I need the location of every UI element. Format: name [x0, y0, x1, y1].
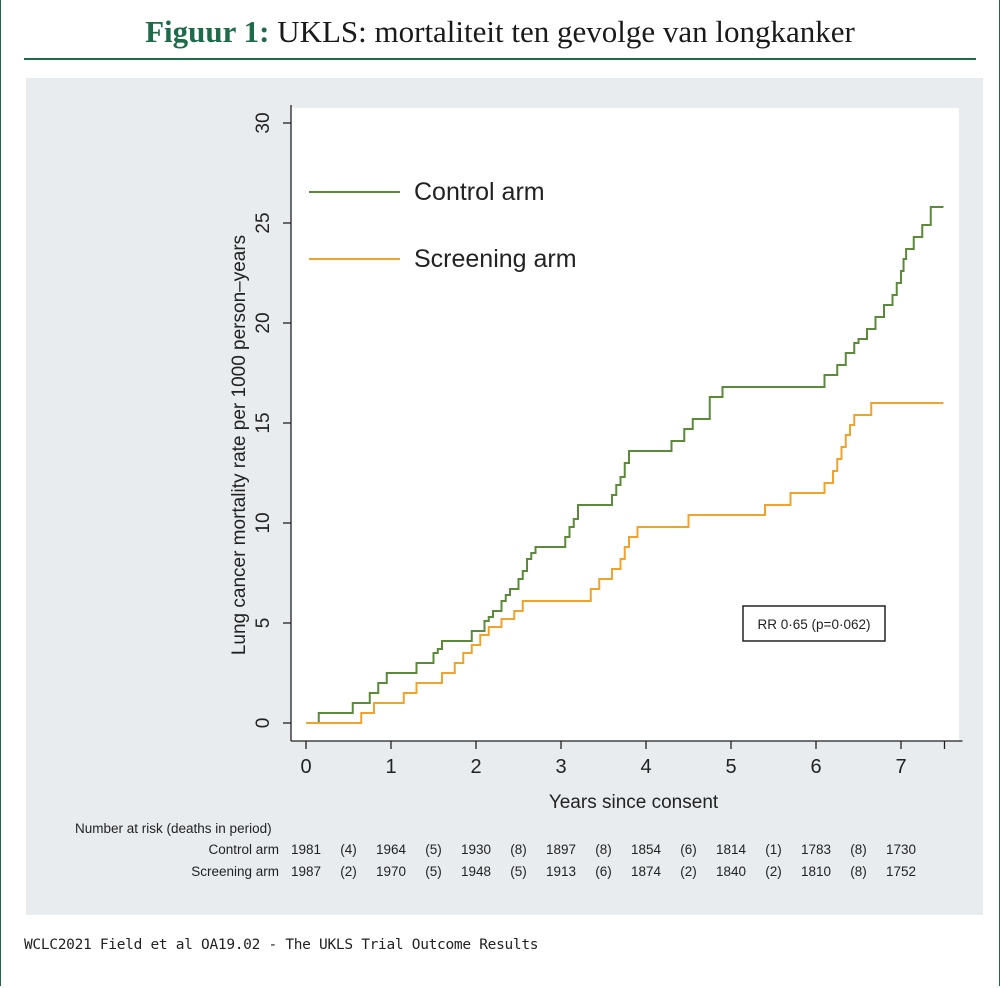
title-divider	[24, 58, 976, 60]
control-arm-series-line	[306, 206, 944, 724]
at-risk-count: 1730	[886, 842, 916, 857]
figure-title: Figuur 1: UKLS: mortaliteit ten gevolge …	[0, 14, 1000, 50]
at-risk-count: 1840	[716, 864, 746, 879]
at-risk-row-label: Control arm	[208, 842, 279, 857]
x-tick-label: 1	[385, 756, 396, 778]
at-risk-deaths: (5)	[425, 842, 442, 857]
at-risk-count: 1783	[801, 842, 831, 857]
y-tick-label: 5	[253, 618, 274, 629]
x-tick-label: 3	[555, 756, 566, 778]
y-tick-label: 0	[253, 718, 274, 729]
y-tick-label: 30	[253, 112, 274, 133]
source-caption: WCLC2021 Field et al OA19.02 - The UKLS …	[24, 937, 539, 953]
at-risk-deaths: (5)	[425, 864, 442, 879]
x-tick-label: 6	[810, 756, 821, 778]
at-risk-count: 1752	[886, 864, 916, 879]
y-tick-label: 25	[253, 212, 274, 233]
at-risk-count: 1897	[546, 842, 576, 857]
y-tick-label: 10	[253, 512, 274, 533]
at-risk-count: 1948	[461, 864, 491, 879]
at-risk-deaths: (2)	[680, 864, 697, 879]
y-axis-title: Lung cancer mortality rate per 1000 pers…	[229, 235, 250, 655]
figure-title-text: UKLS: mortaliteit ten gevolge van longka…	[277, 14, 855, 49]
figure-label: Figuur 1:	[145, 14, 270, 49]
rr-annotation-box	[742, 605, 886, 642]
at-risk-deaths: (2)	[340, 864, 357, 879]
at-risk-deaths: (8)	[850, 864, 867, 879]
at-risk-deaths: (5)	[510, 864, 527, 879]
at-risk-count: 1814	[716, 842, 747, 857]
at-risk-row-label: Screening arm	[191, 864, 279, 879]
at-risk-count: 1913	[546, 864, 576, 879]
at-risk-count: 1810	[801, 864, 831, 879]
at-risk-count: 1930	[461, 842, 491, 857]
x-tick-label: 2	[470, 756, 481, 778]
at-risk-count: 1964	[376, 842, 407, 857]
at-risk-count: 1854	[631, 842, 662, 857]
at-risk-deaths: (8)	[850, 842, 867, 857]
x-tick-label: 5	[725, 756, 736, 778]
y-tick-label: 20	[253, 312, 274, 333]
at-risk-count: 1874	[631, 864, 662, 879]
x-tick-label: 4	[640, 756, 651, 778]
at-risk-deaths: (8)	[510, 842, 527, 857]
y-tick-label: 15	[253, 412, 274, 433]
rr-annotation: RR 0·65 (p=0·062)	[758, 617, 871, 632]
at-risk-count: 1987	[291, 864, 321, 879]
at-risk-deaths: (8)	[595, 842, 612, 857]
screening-arm-series-line	[306, 402, 944, 724]
x-axis-title: Years since consent	[549, 792, 719, 813]
at-risk-title: Number at risk (deaths in period)	[75, 821, 272, 836]
legend-label: Screening arm	[414, 245, 577, 273]
at-risk-count: 1970	[376, 864, 406, 879]
at-risk-deaths: (2)	[765, 864, 782, 879]
at-risk-deaths: (6)	[595, 864, 612, 879]
plot-area	[291, 108, 959, 741]
x-tick-label: 7	[895, 756, 906, 778]
x-tick-label: 0	[300, 756, 311, 778]
at-risk-deaths: (4)	[340, 842, 357, 857]
at-risk-deaths: (6)	[680, 842, 697, 857]
at-risk-deaths: (1)	[765, 842, 782, 857]
at-risk-count: 1981	[291, 842, 321, 857]
legend-label: Control arm	[414, 178, 545, 206]
